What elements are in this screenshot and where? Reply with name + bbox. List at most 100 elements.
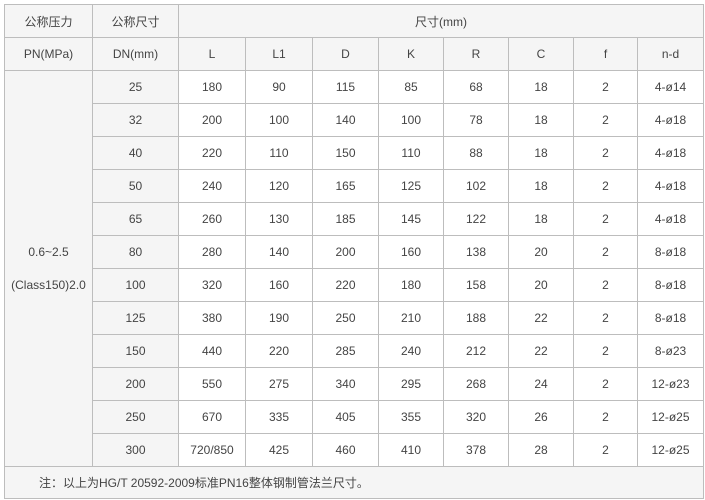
dn-cell: 300 [92,433,179,467]
dimension-cell: 26 [508,400,574,434]
dimension-cell: 425 [245,433,313,467]
table-row: 0.6~2.5 (Class150)2.0 25 180 90 115 85 68 18 2 4-ø… [4,70,704,467]
dimension-cell: 110 [245,136,313,170]
dimension-cell: 720/850 [178,433,246,467]
dimension-cell: 340 [312,367,379,401]
dimension-cell: 18 [508,169,574,203]
dimension-cell: 320 [443,400,509,434]
dimension-cell: 120 [245,169,313,203]
dimension-cell: 190 [245,301,313,335]
dimension-cell: 550 [178,367,246,401]
dimension-cell: 2 [573,268,638,302]
dimension-cell: 2 [573,136,638,170]
dimension-cell: 460 [312,433,379,467]
dimension-cell: 4-ø14 [637,70,704,104]
dn-cell: 200 [92,367,179,401]
dimension-cell: 165 [312,169,379,203]
table-row: 40 220 110 150 110 88 18 2 4-ø18 [5,136,704,170]
dimension-cell: 18 [508,202,574,236]
dn-cell: 65 [92,202,179,236]
pressure-cell: 0.6~2.5 (Class150)2.0 [4,70,93,467]
dimension-cell: 295 [378,367,444,401]
column-header-n-d: n-d [637,37,704,71]
dimension-cell: 78 [443,103,509,137]
dimension-cell: 8-ø18 [637,268,704,302]
dimension-cell: 22 [508,301,574,335]
dn-header-unit: DN(mm) [92,37,179,71]
dimension-cell: 670 [178,400,246,434]
dimension-cell: 280 [178,235,246,269]
dn-cell: 80 [92,235,179,269]
dimension-cell: 18 [508,136,574,170]
dimension-cell: 405 [312,400,379,434]
table-row: 80 280 140 200 160 138 20 2 8-ø18 [5,235,704,269]
dimension-cell: 110 [378,136,444,170]
dimension-cell: 8-ø23 [637,334,704,368]
table-note: 注：以上为HG/T 20592-2009标准PN16整体钢制管法兰尺寸。 [4,466,704,499]
dn-cell: 25 [92,70,179,104]
table-row: 250 670 335 405 355 320 26 2 12-ø25 [5,400,704,434]
dimension-cell: 2 [573,334,638,368]
column-header-l1: L1 [245,37,313,71]
pn-header-unit: PN(MPa) [4,37,93,71]
dimension-cell: 240 [178,169,246,203]
dn-cell: 250 [92,400,179,434]
dimension-cell: 410 [378,433,444,467]
dimension-cell: 138 [443,235,509,269]
dimension-cell: 130 [245,202,313,236]
table-row: 300 720/850 425 460 410 378 28 2 12-ø25 [5,433,704,467]
dimension-cell: 90 [245,70,313,104]
dimension-cell: 335 [245,400,313,434]
table-row: 100 320 160 220 180 158 20 2 8-ø18 [5,268,704,302]
dimension-cell: 440 [178,334,246,368]
dimension-cell: 320 [178,268,246,302]
dimension-cell: 260 [178,202,246,236]
dimension-cell: 12-ø25 [637,400,704,434]
pn-header-cn: 公称压力 [4,4,93,38]
dn-cell: 32 [92,103,179,137]
dimension-cell: 145 [378,202,444,236]
table-row: 200 550 275 340 295 268 24 2 12-ø23 [5,367,704,401]
dimension-cell: 4-ø18 [637,202,704,236]
dimension-cell: 28 [508,433,574,467]
dimension-cell: 140 [245,235,313,269]
column-header-c: C [508,37,574,71]
dimension-cell: 160 [245,268,313,302]
dimension-cell: 285 [312,334,379,368]
dimension-cell: 158 [443,268,509,302]
dimension-cell: 2 [573,202,638,236]
dimension-cell: 12-ø23 [637,367,704,401]
dn-cell: 125 [92,301,179,335]
dimensions-header: 尺寸(mm) [178,4,704,38]
column-header-d: D [312,37,379,71]
dimension-cell: 268 [443,367,509,401]
dn-cell: 50 [92,169,179,203]
dimension-cell: 220 [245,334,313,368]
column-header-l: L [178,37,246,71]
dimension-cell: 2 [573,301,638,335]
dimension-cell: 380 [178,301,246,335]
dimension-cell: 68 [443,70,509,104]
dimension-cell: 160 [378,235,444,269]
dimension-cell: 20 [508,268,574,302]
table-row: 125 380 190 250 210 188 22 2 8-ø18 [5,301,704,335]
dimension-cell: 200 [312,235,379,269]
column-header-f: f [573,37,638,71]
dimension-cell: 212 [443,334,509,368]
dimension-cell: 22 [508,334,574,368]
table-row: 50 240 120 165 125 102 18 2 4-ø18 [5,169,704,203]
dimension-cell: 100 [378,103,444,137]
dimension-cell: 122 [443,202,509,236]
dimension-cell: 2 [573,169,638,203]
column-header-k: K [378,37,444,71]
dimension-cell: 210 [378,301,444,335]
dn-cell: 100 [92,268,179,302]
dimension-cell: 4-ø18 [637,103,704,137]
dimension-cell: 275 [245,367,313,401]
dimension-cell: 2 [573,235,638,269]
dimension-cell: 18 [508,70,574,104]
dimension-cell: 24 [508,367,574,401]
dimension-cell: 180 [378,268,444,302]
dimension-cell: 102 [443,169,509,203]
